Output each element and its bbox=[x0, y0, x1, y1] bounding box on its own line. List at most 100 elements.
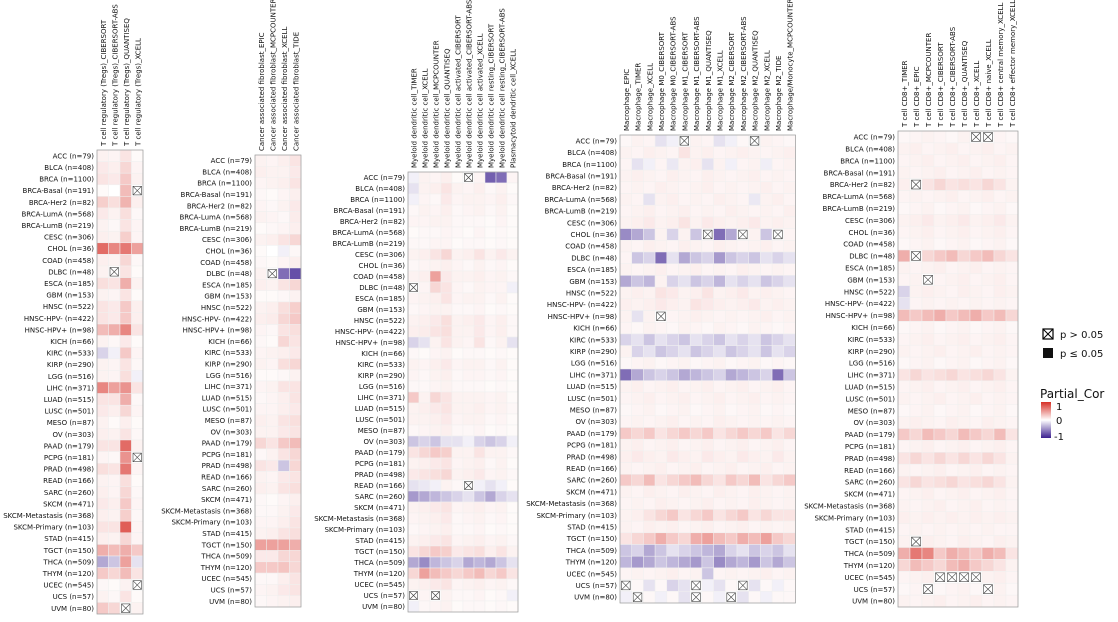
heatmap-cell bbox=[440, 501, 453, 514]
row-label: LUSC (n=501) bbox=[356, 416, 406, 424]
heatmap-cell bbox=[945, 225, 959, 239]
heatmap-cell bbox=[921, 523, 935, 536]
heatmap-cell bbox=[981, 475, 995, 489]
heatmap-cell bbox=[654, 275, 668, 288]
ns-cross-line bbox=[464, 173, 473, 182]
column-label: T cell regulatory (Tregs)_XCELL bbox=[134, 38, 142, 147]
heatmap-cell bbox=[771, 169, 785, 183]
heatmap-cell bbox=[993, 475, 1007, 489]
heatmap-cell bbox=[771, 392, 785, 405]
heatmap-cell bbox=[108, 578, 121, 592]
heatmap-cell bbox=[462, 402, 475, 415]
heatmap-cell bbox=[619, 544, 632, 557]
heatmap-cell bbox=[957, 285, 971, 298]
heatmap-cell bbox=[108, 161, 121, 174]
heatmap-cell bbox=[643, 555, 656, 569]
heatmap-cell bbox=[945, 511, 959, 524]
heatmap-cell bbox=[654, 181, 668, 194]
heatmap-cell bbox=[654, 462, 668, 475]
heatmap-cell bbox=[506, 578, 519, 591]
row-label: LIHC (n=371) bbox=[848, 372, 896, 380]
heatmap-cell bbox=[771, 368, 785, 381]
heatmap-cell bbox=[619, 345, 632, 358]
heatmap-cell bbox=[666, 310, 679, 323]
heatmap-cell bbox=[108, 381, 121, 394]
heatmap-cell bbox=[725, 216, 738, 229]
heatmap-cell bbox=[666, 204, 679, 218]
heatmap-cell bbox=[277, 437, 290, 450]
heatmap-cell bbox=[736, 321, 749, 335]
heatmap-cell bbox=[277, 380, 290, 393]
heatmap-cell bbox=[969, 463, 983, 477]
heatmap-cell bbox=[1005, 225, 1019, 239]
heatmap-cell bbox=[108, 404, 121, 418]
heatmap-cell bbox=[473, 193, 486, 206]
heatmap-cell bbox=[451, 567, 464, 580]
heatmap-cell bbox=[945, 261, 959, 275]
heatmap-cell bbox=[957, 523, 971, 536]
heatmap-cell bbox=[701, 333, 714, 346]
heatmap-cell bbox=[506, 270, 519, 283]
heatmap-cell bbox=[619, 181, 632, 194]
heatmap-cell bbox=[654, 193, 668, 206]
column-label: T cell CD8+ effector memory_XCELL bbox=[1009, 0, 1017, 128]
heatmap-cell bbox=[407, 171, 420, 184]
row-label: THCA (n=509) bbox=[353, 559, 405, 567]
heatmap-cell bbox=[131, 474, 144, 487]
heatmap-cell bbox=[119, 509, 132, 522]
column-label: Macrophage M2_CIBERSORT-ABS bbox=[740, 16, 748, 131]
column-label: Macrophage/Monocyte_MCPCOUNTER bbox=[787, 0, 795, 131]
heatmap-cell bbox=[897, 380, 911, 394]
heatmap-cell bbox=[897, 535, 911, 548]
heatmap-cell bbox=[897, 594, 911, 608]
heatmap-cell bbox=[909, 261, 923, 275]
heatmap-cell bbox=[473, 545, 486, 558]
column-label: T cell CD8+_CIBERSORT-ABS bbox=[949, 26, 957, 128]
heatmap-cell bbox=[119, 544, 132, 557]
heatmap-cell bbox=[96, 149, 109, 162]
heatmap-cell bbox=[407, 446, 420, 459]
heatmap-cell bbox=[760, 275, 773, 288]
row-label: BRCA-Her2 (n=82) bbox=[340, 218, 405, 226]
heatmap-cell bbox=[909, 463, 923, 477]
row-label: PRAD (n=498) bbox=[845, 455, 896, 463]
heatmap-cell bbox=[451, 237, 464, 250]
ns-cross-line bbox=[726, 592, 736, 602]
column-label: T cell CD8+_TIMER bbox=[901, 60, 909, 128]
heatmap-cell bbox=[451, 578, 464, 591]
heatmap-cell bbox=[945, 285, 959, 298]
ns-box-mark bbox=[431, 591, 440, 600]
row-label: PAAD (n=179) bbox=[567, 430, 618, 438]
heatmap-cell bbox=[131, 242, 144, 255]
heatmap-cell bbox=[266, 595, 279, 608]
heatmap-cell bbox=[993, 190, 1007, 203]
heatmap-cell bbox=[678, 450, 691, 463]
heatmap-cell bbox=[96, 544, 109, 557]
heatmap-cell bbox=[701, 485, 714, 498]
heatmap-cell bbox=[429, 369, 442, 382]
heatmap-cell bbox=[1005, 463, 1019, 477]
heatmap-cell bbox=[451, 501, 464, 514]
heatmap-cell bbox=[440, 336, 453, 349]
heatmap-cell bbox=[981, 440, 995, 453]
heatmap-cell bbox=[897, 130, 911, 144]
heatmap-cell bbox=[933, 452, 947, 465]
heatmap-cell bbox=[748, 333, 761, 346]
heatmap-cell bbox=[981, 559, 995, 572]
heatmap-cell bbox=[418, 457, 431, 470]
heatmap-cell bbox=[897, 559, 911, 572]
heatmap-cell bbox=[643, 275, 656, 288]
heatmap-cell bbox=[643, 181, 656, 194]
heatmap-cell bbox=[451, 215, 464, 228]
ns-cross-line bbox=[738, 229, 748, 240]
row-label: HNSC-HPV+ (n=98) bbox=[826, 312, 896, 320]
heatmap-cell bbox=[678, 509, 691, 522]
heatmap-cell bbox=[771, 275, 785, 288]
heatmap-cell bbox=[933, 440, 947, 453]
heatmap-cell bbox=[484, 336, 497, 349]
heatmap-cell bbox=[748, 169, 761, 183]
heatmap-cell bbox=[96, 590, 109, 603]
heatmap-cell bbox=[701, 357, 714, 370]
heatmap-cell bbox=[108, 486, 121, 499]
heatmap-cell bbox=[289, 267, 302, 280]
